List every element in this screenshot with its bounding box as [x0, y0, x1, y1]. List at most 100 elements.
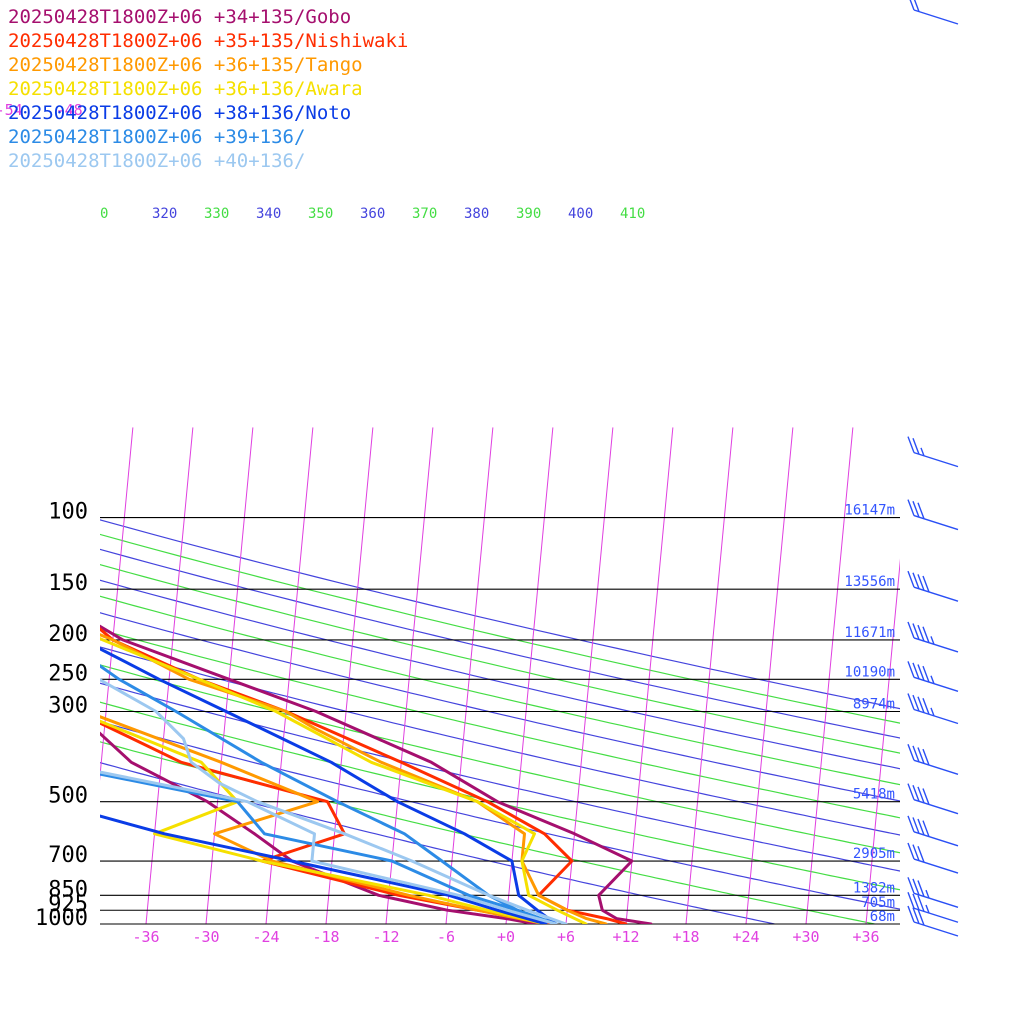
- wind-barb-staff: [913, 676, 959, 692]
- isotherm-line: [100, 427, 134, 782]
- legend-entry: 20250428T1800Z+06 +34+135/Gobo: [8, 6, 351, 28]
- dry-adiabat-line: [100, 548, 900, 739]
- wind-barb-flag: [922, 575, 930, 593]
- wind-barb-flag: [922, 626, 930, 643]
- dry-adiabat-line: [100, 533, 900, 724]
- wind-barb-flag: [917, 895, 925, 912]
- wind-barb-half-flag: [930, 636, 935, 645]
- theta-label: 320: [152, 206, 177, 222]
- wind-barb-staff: [913, 907, 959, 923]
- pressure-label: 250: [48, 661, 88, 686]
- legend-entry: 20250428T1800Z+06 +39+136/: [8, 126, 305, 148]
- wind-barb-flag: [922, 698, 930, 715]
- height-label: 8974m: [853, 696, 895, 712]
- dry-adiabat-line: [100, 646, 900, 836]
- pressure-label: 925: [48, 892, 88, 917]
- wind-barb-flag: [922, 820, 930, 837]
- wind-barb-flag: [907, 621, 915, 639]
- temperature-tick-label: -12: [372, 928, 399, 946]
- pressure-label: 1000: [35, 906, 88, 931]
- wind-barb-staff: [913, 586, 959, 602]
- temperature-tick-label: +24: [732, 928, 759, 946]
- isotherms: [0, 427, 900, 924]
- wind-barb-flag: [907, 436, 915, 453]
- theta-label: 360: [360, 206, 385, 222]
- legend-entry: 20250428T1800Z+06 +36+135/Tango: [8, 54, 363, 76]
- wind-barb-flag: [912, 785, 920, 802]
- theta-label: 0: [100, 206, 108, 222]
- isotherm-line: [325, 427, 374, 924]
- soundings: [100, 624, 653, 924]
- isotherm-label: -48: [56, 101, 83, 119]
- theta-label: 410: [620, 206, 645, 222]
- dry-adiabat-line: [100, 519, 900, 710]
- dry-adiabat-line: [100, 579, 900, 770]
- temperature-tick-label: -36: [132, 928, 159, 946]
- height-label: 68m: [870, 909, 895, 925]
- wind-barb-flag: [912, 893, 920, 911]
- pressure-label: 100: [48, 500, 88, 525]
- wind-barb-flag: [907, 842, 915, 860]
- height-label: 705m: [861, 895, 895, 911]
- wind-barb-flag: [912, 745, 920, 763]
- wind-barb-staff: [913, 451, 959, 468]
- dewpoint-profile: [100, 814, 548, 924]
- wind-barb-flag: [907, 499, 915, 516]
- temperature-profile: [100, 633, 608, 924]
- wind-barb-staff: [913, 798, 959, 815]
- dry-adiabat-line: [100, 721, 900, 910]
- isotherm-line: [865, 558, 900, 924]
- legend-entry: 20250428T1800Z+06 +40+136/: [8, 150, 305, 172]
- temperature-tick-label: +30: [792, 928, 819, 946]
- wind-barb: [909, 0, 959, 25]
- temperature-profile: [100, 624, 653, 924]
- wind-barb-flag: [907, 570, 915, 588]
- temperature-tick-label: -24: [252, 928, 279, 946]
- wind-barb-flag: [907, 891, 915, 909]
- wind-barb-flag: [913, 0, 920, 12]
- isotherm-line: [145, 427, 194, 924]
- wind-barb-flag: [912, 662, 920, 680]
- isotherm-line: [205, 427, 254, 924]
- wind-barb-staff: [913, 759, 959, 775]
- dry-adiabat-line: [100, 682, 900, 872]
- temperature-tick-label: +6: [557, 928, 575, 946]
- wind-barb-flag: [917, 818, 925, 836]
- theta-label: 390: [516, 206, 541, 222]
- temperature-tick-label: +36: [852, 928, 879, 946]
- height-label: 2905m: [853, 846, 895, 862]
- dry-adiabat-line: [100, 701, 900, 891]
- isotherm-line: [745, 427, 794, 924]
- isotherm-line: [445, 427, 494, 924]
- wind-barb: [907, 891, 959, 923]
- dry-adiabat-line: [100, 762, 775, 924]
- dry-adiabat-line: [100, 612, 900, 802]
- wind-barb-half-flag: [930, 707, 935, 717]
- wind-barb: [907, 621, 959, 653]
- isotherm-line: [0, 427, 13, 924]
- wind-barb: [907, 905, 959, 937]
- wind-barb-flag: [912, 907, 920, 924]
- temperature-profile: [100, 647, 558, 924]
- wind-barb-flag: [912, 878, 920, 896]
- isotherm-line: [565, 427, 614, 924]
- wind-barb-flag: [917, 624, 925, 642]
- height-label: 13556m: [844, 574, 895, 590]
- wind-barb: [907, 693, 959, 725]
- theta-label: 350: [308, 206, 333, 222]
- temperature-profile: [100, 637, 588, 924]
- wind-barb-half-flag: [925, 904, 930, 914]
- wind-barb-flag: [917, 696, 925, 713]
- wind-barb-flag: [907, 693, 915, 710]
- wind-barbs: [907, 0, 959, 937]
- wind-barb: [907, 570, 959, 602]
- wind-barb-flag: [917, 574, 925, 591]
- temperature-tick-label: +12: [612, 928, 639, 946]
- height-label: 10190m: [844, 664, 895, 680]
- height-label: 1382m: [853, 880, 895, 896]
- wind-barb-flag: [922, 748, 930, 766]
- wind-barb-flag: [912, 623, 920, 640]
- wind-barb-flag: [917, 747, 925, 764]
- theta-label: 330: [204, 206, 229, 222]
